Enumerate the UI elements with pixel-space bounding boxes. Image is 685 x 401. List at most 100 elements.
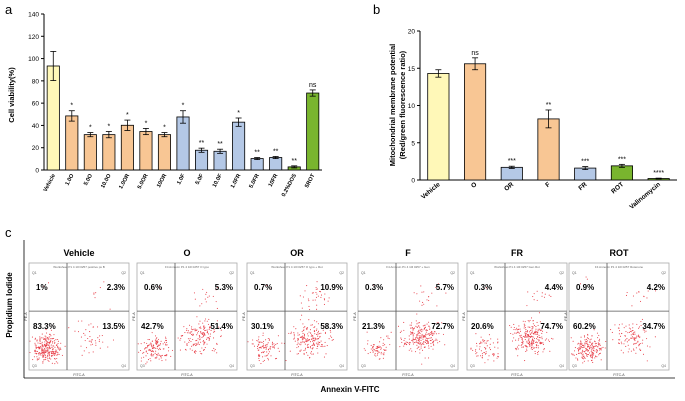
- scatter-dot: [275, 344, 277, 346]
- scatter-dot: [532, 320, 534, 322]
- scatter-dot: [640, 321, 642, 323]
- scatter-dot: [529, 333, 531, 335]
- scatter-dot: [278, 350, 280, 352]
- scatter-dot: [516, 332, 518, 334]
- chart-b-significance-label: ***: [618, 156, 626, 163]
- scatter-dot: [536, 321, 538, 323]
- scatter-dot: [423, 291, 425, 293]
- chart-a-ytick-label: 140: [28, 12, 39, 19]
- scatter-dot: [524, 334, 526, 336]
- scatter-dot: [84, 340, 86, 342]
- scatter-dot: [487, 359, 489, 361]
- scatter-dot: [373, 344, 375, 346]
- scatter-dot: [627, 344, 629, 346]
- scatter-dot: [257, 340, 259, 342]
- scatter-dot: [303, 334, 306, 336]
- scatter-dot: [633, 334, 635, 336]
- scatter-dot: [83, 332, 85, 335]
- scatter-dot: [640, 324, 642, 326]
- scatter-dot: [585, 347, 587, 350]
- scatter-dot: [474, 350, 477, 352]
- scatter-dot: [475, 353, 477, 355]
- scatter-dot: [109, 308, 111, 310]
- scatter-dot: [519, 336, 521, 338]
- scatter-dot: [597, 337, 599, 339]
- scatter-dot: [625, 330, 627, 333]
- scatter-dot: [577, 348, 579, 350]
- scatter-dot: [546, 338, 548, 340]
- scatter-dot: [413, 332, 415, 334]
- scatter-dot: [143, 351, 145, 354]
- scatter-dot: [313, 340, 315, 342]
- scatter-dot: [54, 363, 56, 365]
- scatter-dot: [262, 346, 264, 348]
- scatter-dot: [54, 354, 56, 356]
- scatter-dot: [208, 333, 210, 335]
- scatter-dot: [215, 301, 217, 303]
- plot-title: O: [183, 248, 190, 258]
- scatter-dot: [48, 339, 50, 341]
- scatter-dot: [316, 343, 318, 345]
- scatter-dot: [476, 352, 478, 354]
- scatter-dot: [312, 334, 314, 337]
- scatter-dot: [517, 355, 519, 357]
- scatter-dot: [247, 341, 249, 343]
- scatter-dot: [627, 351, 629, 353]
- scatter-dot: [305, 328, 307, 330]
- scatter-dot: [625, 339, 627, 341]
- scatter-dot: [403, 321, 405, 324]
- scatter-dot: [55, 349, 57, 351]
- scatter-dot: [220, 335, 222, 338]
- scatter-dot: [160, 354, 162, 357]
- plot-header: Worksheet P1 4 10l 0257 positive ps B: [53, 265, 104, 269]
- quadrant-percent-q3: 83.3%: [33, 322, 56, 331]
- scatter-dot: [538, 336, 540, 339]
- chart-a-bar: [65, 115, 79, 171]
- chart-a-category-label: 0.2%DOS: [281, 173, 298, 198]
- scatter-dot: [539, 321, 541, 323]
- scatter-dot: [192, 338, 194, 341]
- scatter-dot: [513, 328, 515, 331]
- scatter-dot: [44, 359, 46, 361]
- scatter-dot: [382, 345, 384, 347]
- scatter-dot: [587, 345, 589, 347]
- scatter-dot: [587, 354, 589, 356]
- scatter-dot: [99, 347, 101, 349]
- scatter-dot: [579, 283, 582, 285]
- scatter-dot: [162, 343, 164, 345]
- scatter-dot: [436, 339, 438, 341]
- chart-b-category-label: OR: [503, 181, 515, 193]
- scatter-dot: [584, 344, 586, 346]
- scatter-dot: [513, 337, 515, 339]
- scatter-dot: [49, 347, 51, 349]
- scatter-dot: [138, 351, 140, 353]
- scatter-dot: [526, 348, 528, 350]
- quadrant-tag: Q4: [559, 364, 564, 368]
- scatter-dot: [430, 343, 432, 345]
- scatter-dot: [490, 338, 492, 340]
- chart-a-significance-label: *: [145, 120, 148, 127]
- scatter-dot: [481, 354, 484, 356]
- scatter-dot: [39, 353, 41, 355]
- scatter-dot: [428, 334, 430, 336]
- scatter-dot: [41, 352, 43, 354]
- scatter-dot: [199, 320, 201, 322]
- scatter-dot: [143, 342, 145, 344]
- scatter-dot: [290, 333, 292, 335]
- scatter-dot: [47, 338, 49, 340]
- axis-mini-label-y: PE-A: [564, 312, 568, 321]
- scatter-dot: [194, 328, 196, 330]
- scatter-dot: [384, 349, 386, 352]
- scatter-dot: [48, 343, 50, 345]
- scatter-dot: [195, 329, 197, 331]
- scatter-dot: [216, 352, 218, 354]
- scatter-dot: [422, 342, 424, 344]
- scatter-dot: [518, 344, 520, 346]
- scatter-dot: [529, 326, 531, 328]
- scatter-dot: [628, 331, 630, 333]
- scatter-dot: [55, 344, 57, 347]
- scatter-dot: [417, 333, 419, 335]
- scatter-dot: [526, 342, 528, 344]
- scatter-dot: [416, 323, 418, 325]
- scatter-dot: [302, 335, 304, 337]
